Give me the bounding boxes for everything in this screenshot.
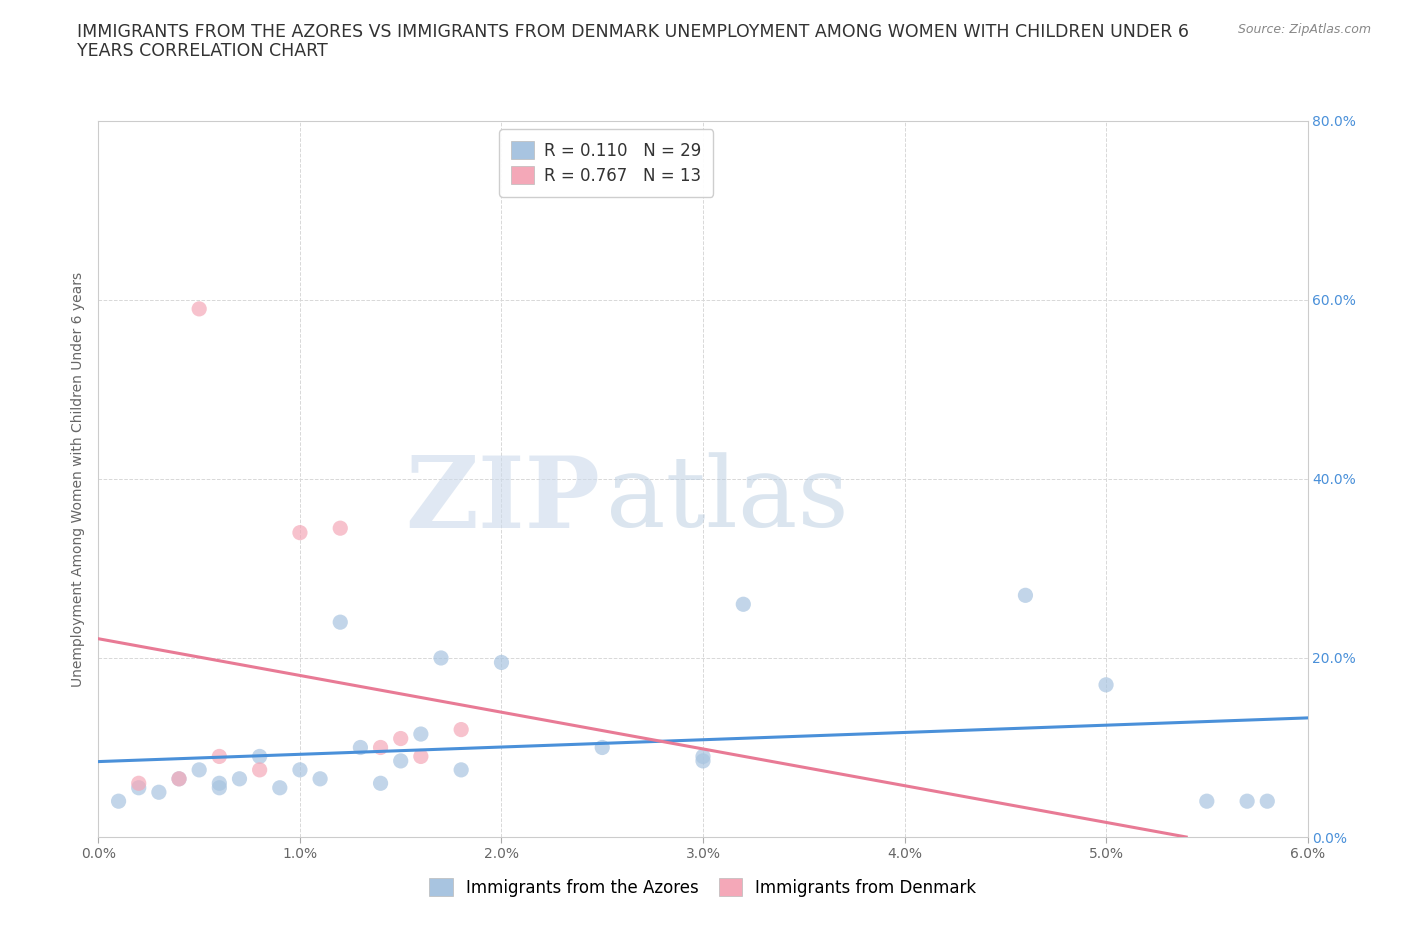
Point bbox=[249, 763, 271, 777]
Point bbox=[1236, 794, 1258, 809]
Text: atlas: atlas bbox=[606, 453, 849, 549]
Point bbox=[409, 726, 432, 741]
Point bbox=[491, 655, 513, 670]
Point bbox=[329, 615, 352, 630]
Text: Source: ZipAtlas.com: Source: ZipAtlas.com bbox=[1237, 23, 1371, 36]
Point bbox=[188, 763, 211, 777]
Point bbox=[1014, 588, 1036, 603]
Point bbox=[309, 771, 332, 786]
Point bbox=[389, 753, 412, 768]
Point bbox=[1256, 794, 1278, 809]
Point bbox=[409, 749, 432, 764]
Point bbox=[692, 753, 714, 768]
Y-axis label: Unemployment Among Women with Children Under 6 years: Unemployment Among Women with Children U… bbox=[70, 272, 84, 686]
Point bbox=[349, 740, 371, 755]
Text: YEARS CORRELATION CHART: YEARS CORRELATION CHART bbox=[77, 42, 328, 60]
Point bbox=[430, 651, 453, 666]
Point bbox=[167, 771, 190, 786]
Point bbox=[329, 521, 352, 536]
Point bbox=[208, 780, 231, 795]
Point bbox=[1195, 794, 1218, 809]
Point bbox=[208, 776, 231, 790]
Point bbox=[450, 722, 472, 737]
Point bbox=[1095, 677, 1118, 692]
Point bbox=[288, 763, 311, 777]
Point bbox=[591, 740, 613, 755]
Point bbox=[288, 525, 311, 540]
Point bbox=[128, 776, 150, 790]
Point bbox=[692, 749, 714, 764]
Point bbox=[148, 785, 170, 800]
Point bbox=[389, 731, 412, 746]
Point bbox=[188, 301, 211, 316]
Point bbox=[167, 771, 190, 786]
Text: IMMIGRANTS FROM THE AZORES VS IMMIGRANTS FROM DENMARK UNEMPLOYMENT AMONG WOMEN W: IMMIGRANTS FROM THE AZORES VS IMMIGRANTS… bbox=[77, 23, 1189, 41]
Point bbox=[107, 794, 129, 809]
Point bbox=[450, 763, 472, 777]
Legend: R = 0.110   N = 29, R = 0.767   N = 13: R = 0.110 N = 29, R = 0.767 N = 13 bbox=[499, 129, 713, 196]
Point bbox=[249, 749, 271, 764]
Point bbox=[228, 771, 250, 786]
Point bbox=[208, 749, 231, 764]
Point bbox=[370, 776, 392, 790]
Text: ZIP: ZIP bbox=[405, 452, 600, 549]
Point bbox=[733, 597, 755, 612]
Legend: Immigrants from the Azores, Immigrants from Denmark: Immigrants from the Azores, Immigrants f… bbox=[420, 870, 986, 905]
Point bbox=[269, 780, 291, 795]
Point bbox=[128, 780, 150, 795]
Point bbox=[370, 740, 392, 755]
